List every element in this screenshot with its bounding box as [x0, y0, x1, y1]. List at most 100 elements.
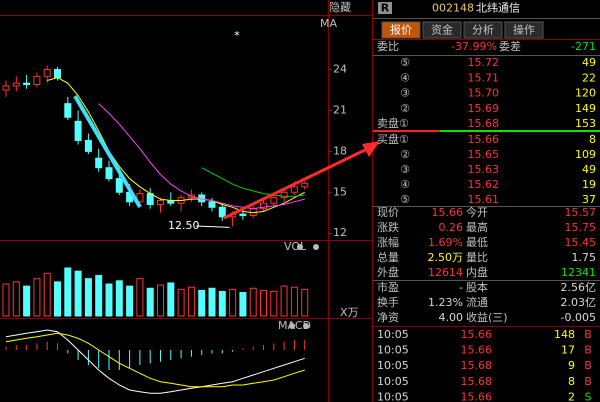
tab[interactable]: 操作 [513, 23, 535, 37]
trade-time: 10:05 [377, 390, 409, 402]
stat-label: 收益(三) [466, 310, 508, 324]
stat-value: 1.23% [428, 296, 463, 309]
unit-label: X万 [340, 306, 359, 319]
level-price: 15.72 [468, 56, 500, 69]
tab-bg[interactable] [463, 21, 503, 39]
candle-body [270, 197, 278, 204]
y-tick-label: 15 [333, 185, 347, 198]
level-volume: 120 [575, 87, 596, 100]
level-price: 15.69 [468, 102, 500, 115]
tab[interactable]: 报价 [390, 23, 412, 37]
arrow-head [362, 141, 380, 157]
volume-bar [2, 283, 10, 317]
trade-side: B [584, 344, 592, 357]
ma-label: MA [320, 17, 337, 30]
trade-price: 15.66 [461, 328, 493, 341]
trade-volume: 2 [568, 390, 575, 402]
trade-price: 15.66 [461, 344, 493, 357]
level-label: ② [400, 148, 410, 161]
stock-name: 北纬通信 [476, 2, 520, 15]
tab-bg[interactable] [381, 21, 421, 39]
trade-time: 10:05 [377, 359, 409, 372]
ma-line [98, 103, 305, 210]
volume-bar [115, 280, 123, 317]
stat-value: 2.03亿 [561, 296, 597, 309]
stat-label: 最低 [466, 236, 488, 249]
candle-body [218, 206, 226, 218]
volume-bar [33, 278, 41, 317]
tab-bg[interactable] [504, 21, 544, 39]
level-price: 15.62 [468, 178, 500, 191]
level-label: ⑤ [400, 193, 410, 206]
level-price: 15.71 [468, 71, 500, 84]
level-label: ③ [400, 163, 410, 176]
stat-label: 换手 [377, 295, 399, 309]
panel-icon[interactable] [297, 244, 303, 250]
order-diff: -271 [571, 40, 596, 53]
stat-label: 今开 [466, 205, 488, 219]
trade-volume: 8 [568, 375, 575, 388]
trade-time: 10:05 [377, 344, 409, 357]
level-price: 15.70 [468, 87, 500, 100]
stat-label: 流通 [466, 295, 488, 309]
stat-value: 15.66 [432, 206, 464, 219]
stat-label: 现价 [377, 206, 399, 219]
ma-line [201, 167, 305, 197]
badge: R [381, 2, 390, 15]
candle-body [280, 191, 288, 199]
level-volume: 19 [582, 178, 596, 191]
stat-label: 涨跌 [377, 220, 399, 234]
panel-icon[interactable] [303, 323, 309, 329]
y-tick-label: 12 [333, 226, 347, 239]
stat-value: 15.57 [565, 206, 597, 219]
arrow-shaft [223, 148, 366, 220]
stat-value: 12614 [428, 266, 463, 279]
level-volume: 153 [575, 117, 596, 130]
trend-annotation [73, 94, 142, 209]
hide-button[interactable]: 隐藏 [329, 1, 351, 14]
marker: * [234, 29, 240, 42]
stat-value: 15.75 [565, 221, 597, 234]
candle-body [33, 75, 41, 86]
trade-time: 10:05 [377, 328, 409, 341]
badge-box [378, 2, 392, 14]
stat-value: 2.50万 [428, 251, 464, 264]
level-volume: 49 [582, 56, 596, 69]
volume-bar [64, 267, 72, 317]
candle-body [260, 202, 267, 210]
candle-body [2, 85, 10, 91]
level-price: 15.68 [468, 117, 500, 130]
candle-body [95, 157, 103, 169]
stat-label: 净资 [377, 310, 399, 324]
stat-value: -0.005 [561, 311, 596, 324]
volume-bar [208, 287, 216, 317]
row-label: 委差 [499, 39, 521, 53]
stat-label: 量比 [466, 251, 488, 264]
level-label: ③ [400, 87, 410, 100]
level-volume: 49 [582, 163, 596, 176]
volume-bar [95, 274, 103, 317]
volume-bar [198, 289, 206, 317]
trade-volume: 9 [568, 359, 575, 372]
candle-body [74, 120, 82, 141]
macd-line [5, 332, 305, 388]
tab[interactable]: 资金 [431, 23, 453, 37]
level-label: 卖盘① [377, 116, 409, 130]
y-tick-label: 18 [333, 144, 347, 157]
trade-side: B [584, 328, 592, 341]
y-tick-label: 24 [333, 63, 347, 76]
tab[interactable]: 分析 [472, 23, 494, 37]
candle-body [84, 139, 92, 152]
tab-bg[interactable] [422, 21, 462, 39]
candle-body [136, 193, 144, 203]
low-annotation: 12.50 [168, 219, 200, 232]
level-label: 买盘① [377, 132, 409, 146]
stat-value: 1.69% [428, 236, 463, 249]
panel-icon[interactable] [313, 244, 319, 250]
volume-bar [146, 287, 154, 317]
candle-body [301, 182, 309, 188]
level-volume: 37 [582, 193, 596, 206]
volume-bar [12, 281, 20, 317]
panel-icon[interactable] [289, 323, 295, 329]
volume-bar [105, 283, 113, 317]
